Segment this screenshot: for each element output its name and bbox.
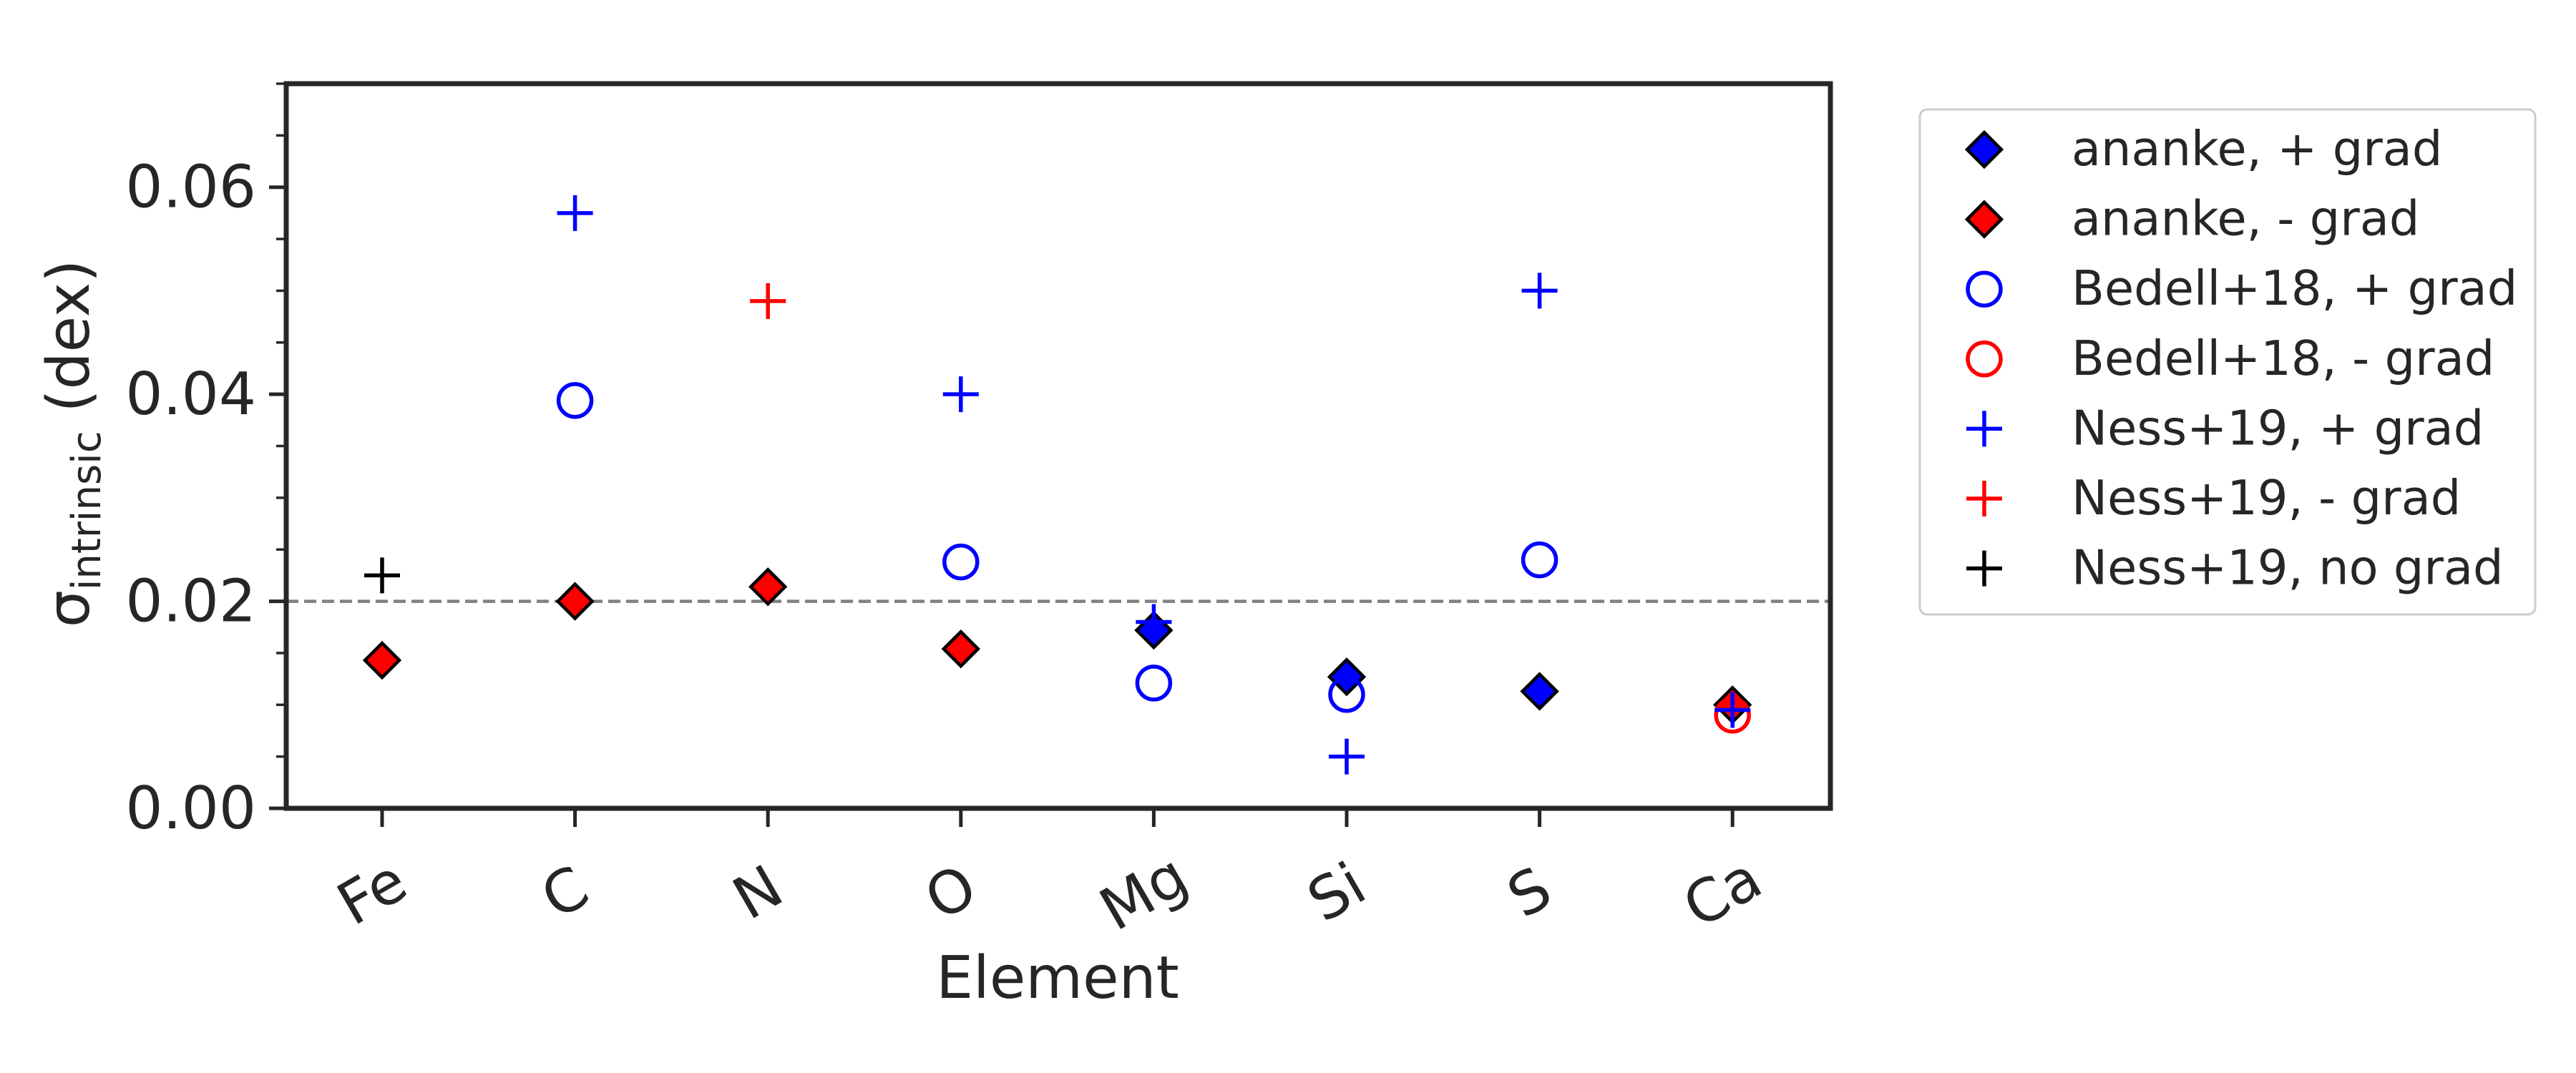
data-point-fe [364, 557, 400, 594]
legend-label: Bedell+18, - grad [2072, 330, 2494, 386]
x-tick-label-si: Si [1297, 850, 1377, 936]
data-point-s [1520, 672, 1559, 711]
series-7 [364, 557, 400, 594]
data-point-o [942, 543, 980, 581]
x-tick-label-mg: Mg [1089, 841, 1199, 944]
y-axis-label-unit: (dex) [35, 260, 103, 431]
y-ticks: 0.00 0.02 0.04 0.06 [125, 82, 286, 843]
legend-entry: ananke, - grad [1964, 191, 2419, 247]
legend-entry: Ness+19, + grad [1966, 400, 2484, 456]
axes-frame [283, 81, 1833, 811]
legend-label: ananke, + grad [2072, 121, 2442, 177]
y-tick-label: 0.02 [125, 568, 256, 636]
data-point-si [1328, 676, 1365, 713]
y-tick-label: 0.04 [125, 361, 256, 428]
data-point-o [941, 629, 980, 669]
legend: ananke, + grad ananke, - grad Bedell+18, +… [1918, 108, 2537, 616]
data-point-mg [1136, 604, 1172, 640]
data-point-ca [1714, 692, 1751, 728]
series-5 [557, 195, 1751, 775]
x-tick-label-s: S [1497, 854, 1563, 931]
legend-entry: Ness+19, - grad [1966, 470, 2461, 526]
legend-label: ananke, - grad [2072, 191, 2419, 247]
x-axis-label: Element [936, 944, 1179, 1012]
legend-label: Ness+19, no grad [2072, 540, 2504, 596]
data-point-s [1521, 541, 1558, 579]
data-point-n [748, 567, 788, 607]
legend-label: Ness+19, - grad [2072, 470, 2461, 526]
y-axis-label: σintrinsic (dex) [35, 260, 110, 627]
x-tick-label-c: C [530, 853, 600, 933]
data-point-si [1329, 738, 1365, 775]
series-6 [750, 283, 786, 319]
legend-entry: ananke, + grad [1964, 121, 2442, 177]
series-3 [556, 382, 1558, 713]
x-tick-label-ca: Ca [1672, 844, 1773, 941]
series-2 [362, 567, 1752, 725]
legend-box [1918, 108, 2537, 616]
legend-marker [1966, 270, 2003, 308]
x-tick-label-fe: Fe [326, 847, 418, 939]
y-tick-label: 0.00 [125, 775, 256, 843]
data-point-c [557, 195, 593, 231]
legend-marker [1966, 340, 2003, 378]
legend-entry: Bedell+18, - grad [1966, 330, 2494, 386]
legend-label: Bedell+18, + grad [2072, 260, 2517, 316]
data-point-n [750, 283, 786, 319]
legend-entry: Ness+19, no grad [1966, 540, 2504, 596]
x-tick-label-n: N [722, 853, 794, 934]
x-ticks: Fe C N O Mg Si S Ca [326, 808, 1773, 944]
y-tick-label: 0.06 [125, 154, 256, 222]
x-tick-label-o: O [914, 852, 987, 934]
plot-area [283, 81, 1833, 811]
legend-marker [1966, 411, 2002, 447]
series-1 [1134, 610, 1559, 711]
legend-entry: Bedell+18, + grad [1966, 260, 2517, 316]
legend-marker [1964, 129, 2004, 170]
y-axis-label-subscript: intrinsic [64, 431, 110, 591]
data-point-c [555, 582, 595, 621]
y-axis-label-symbol: σ [35, 590, 103, 627]
data-point-s [1521, 273, 1558, 309]
legend-marker [1964, 200, 2004, 239]
data-point-mg [1135, 665, 1173, 702]
data-point-o [942, 376, 979, 413]
svg-text:σintrinsic (dex): σintrinsic (dex) [35, 260, 110, 627]
legend-marker [1966, 550, 2002, 587]
data-point-c [556, 382, 594, 419]
data-point-fe [362, 640, 402, 680]
legend-marker [1966, 481, 2002, 516]
legend-label: Ness+19, + grad [2072, 400, 2484, 456]
